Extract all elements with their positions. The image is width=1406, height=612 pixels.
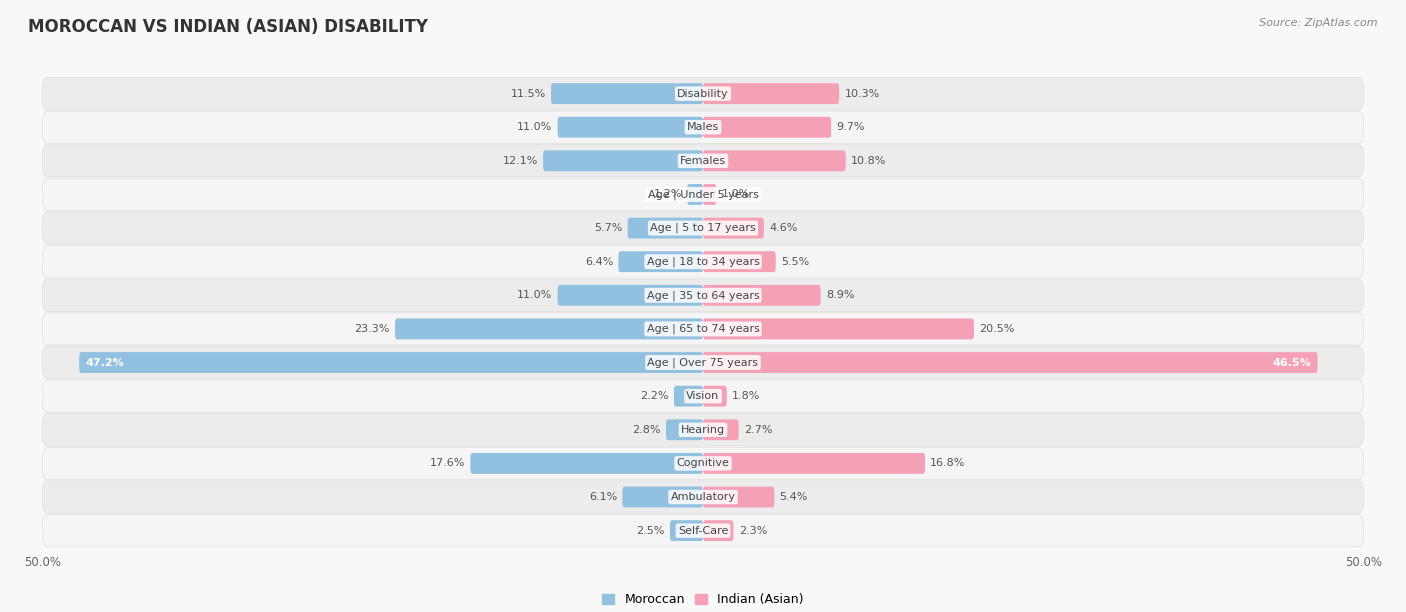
FancyBboxPatch shape	[558, 117, 703, 138]
FancyBboxPatch shape	[666, 419, 703, 440]
Text: Source: ZipAtlas.com: Source: ZipAtlas.com	[1260, 18, 1378, 28]
Text: Age | 18 to 34 years: Age | 18 to 34 years	[647, 256, 759, 267]
Text: Age | 65 to 74 years: Age | 65 to 74 years	[647, 324, 759, 334]
FancyBboxPatch shape	[551, 83, 703, 104]
Text: 11.5%: 11.5%	[510, 89, 546, 99]
FancyBboxPatch shape	[471, 453, 703, 474]
Text: 2.7%: 2.7%	[744, 425, 772, 435]
Text: 17.6%: 17.6%	[430, 458, 465, 468]
Text: 2.8%: 2.8%	[633, 425, 661, 435]
Text: 1.2%: 1.2%	[654, 190, 682, 200]
FancyBboxPatch shape	[703, 285, 821, 306]
FancyBboxPatch shape	[703, 117, 831, 138]
Text: Ambulatory: Ambulatory	[671, 492, 735, 502]
FancyBboxPatch shape	[42, 313, 1364, 345]
FancyBboxPatch shape	[42, 447, 1364, 480]
Text: 2.3%: 2.3%	[738, 526, 768, 536]
Text: 16.8%: 16.8%	[931, 458, 966, 468]
FancyBboxPatch shape	[703, 252, 776, 272]
Text: 20.5%: 20.5%	[979, 324, 1015, 334]
Text: 46.5%: 46.5%	[1272, 357, 1310, 368]
FancyBboxPatch shape	[688, 184, 703, 205]
Text: 1.8%: 1.8%	[733, 391, 761, 401]
Text: Cognitive: Cognitive	[676, 458, 730, 468]
Text: 5.5%: 5.5%	[780, 256, 810, 267]
Text: MOROCCAN VS INDIAN (ASIAN) DISABILITY: MOROCCAN VS INDIAN (ASIAN) DISABILITY	[28, 18, 427, 36]
Text: Disability: Disability	[678, 89, 728, 99]
FancyBboxPatch shape	[703, 352, 1317, 373]
FancyBboxPatch shape	[623, 487, 703, 507]
Text: 47.2%: 47.2%	[86, 357, 125, 368]
Text: 8.9%: 8.9%	[825, 290, 855, 300]
FancyBboxPatch shape	[42, 279, 1364, 312]
FancyBboxPatch shape	[42, 346, 1364, 379]
FancyBboxPatch shape	[79, 352, 703, 373]
FancyBboxPatch shape	[673, 386, 703, 406]
Text: 12.1%: 12.1%	[502, 156, 537, 166]
Text: Self-Care: Self-Care	[678, 526, 728, 536]
Text: 11.0%: 11.0%	[517, 122, 553, 132]
FancyBboxPatch shape	[42, 111, 1364, 143]
FancyBboxPatch shape	[619, 252, 703, 272]
Text: Age | Under 5 years: Age | Under 5 years	[648, 189, 758, 200]
FancyBboxPatch shape	[627, 218, 703, 239]
FancyBboxPatch shape	[703, 453, 925, 474]
FancyBboxPatch shape	[703, 218, 763, 239]
FancyBboxPatch shape	[42, 380, 1364, 412]
FancyBboxPatch shape	[42, 144, 1364, 177]
Text: 10.8%: 10.8%	[851, 156, 886, 166]
Text: Vision: Vision	[686, 391, 720, 401]
FancyBboxPatch shape	[42, 245, 1364, 278]
Text: 1.0%: 1.0%	[721, 190, 749, 200]
FancyBboxPatch shape	[703, 487, 775, 507]
Text: Males: Males	[688, 122, 718, 132]
Legend: Moroccan, Indian (Asian): Moroccan, Indian (Asian)	[598, 588, 808, 611]
FancyBboxPatch shape	[703, 83, 839, 104]
FancyBboxPatch shape	[558, 285, 703, 306]
FancyBboxPatch shape	[395, 318, 703, 339]
Text: Age | 35 to 64 years: Age | 35 to 64 years	[647, 290, 759, 300]
Text: 2.5%: 2.5%	[637, 526, 665, 536]
FancyBboxPatch shape	[42, 481, 1364, 513]
FancyBboxPatch shape	[703, 419, 738, 440]
FancyBboxPatch shape	[42, 414, 1364, 446]
Text: Hearing: Hearing	[681, 425, 725, 435]
FancyBboxPatch shape	[703, 318, 974, 339]
Text: 6.4%: 6.4%	[585, 256, 613, 267]
Text: 5.4%: 5.4%	[780, 492, 808, 502]
FancyBboxPatch shape	[669, 520, 703, 541]
Text: Females: Females	[681, 156, 725, 166]
FancyBboxPatch shape	[703, 184, 716, 205]
FancyBboxPatch shape	[543, 151, 703, 171]
FancyBboxPatch shape	[703, 386, 727, 406]
Text: Age | 5 to 17 years: Age | 5 to 17 years	[650, 223, 756, 233]
FancyBboxPatch shape	[42, 178, 1364, 211]
FancyBboxPatch shape	[703, 520, 734, 541]
FancyBboxPatch shape	[703, 151, 846, 171]
FancyBboxPatch shape	[42, 515, 1364, 547]
Text: 4.6%: 4.6%	[769, 223, 797, 233]
Text: 5.7%: 5.7%	[593, 223, 623, 233]
FancyBboxPatch shape	[42, 78, 1364, 110]
Text: 23.3%: 23.3%	[354, 324, 389, 334]
Text: 6.1%: 6.1%	[589, 492, 617, 502]
FancyBboxPatch shape	[42, 212, 1364, 244]
Text: 11.0%: 11.0%	[517, 290, 553, 300]
Text: 9.7%: 9.7%	[837, 122, 865, 132]
Text: 2.2%: 2.2%	[640, 391, 669, 401]
Text: 10.3%: 10.3%	[845, 89, 880, 99]
Text: Age | Over 75 years: Age | Over 75 years	[648, 357, 758, 368]
